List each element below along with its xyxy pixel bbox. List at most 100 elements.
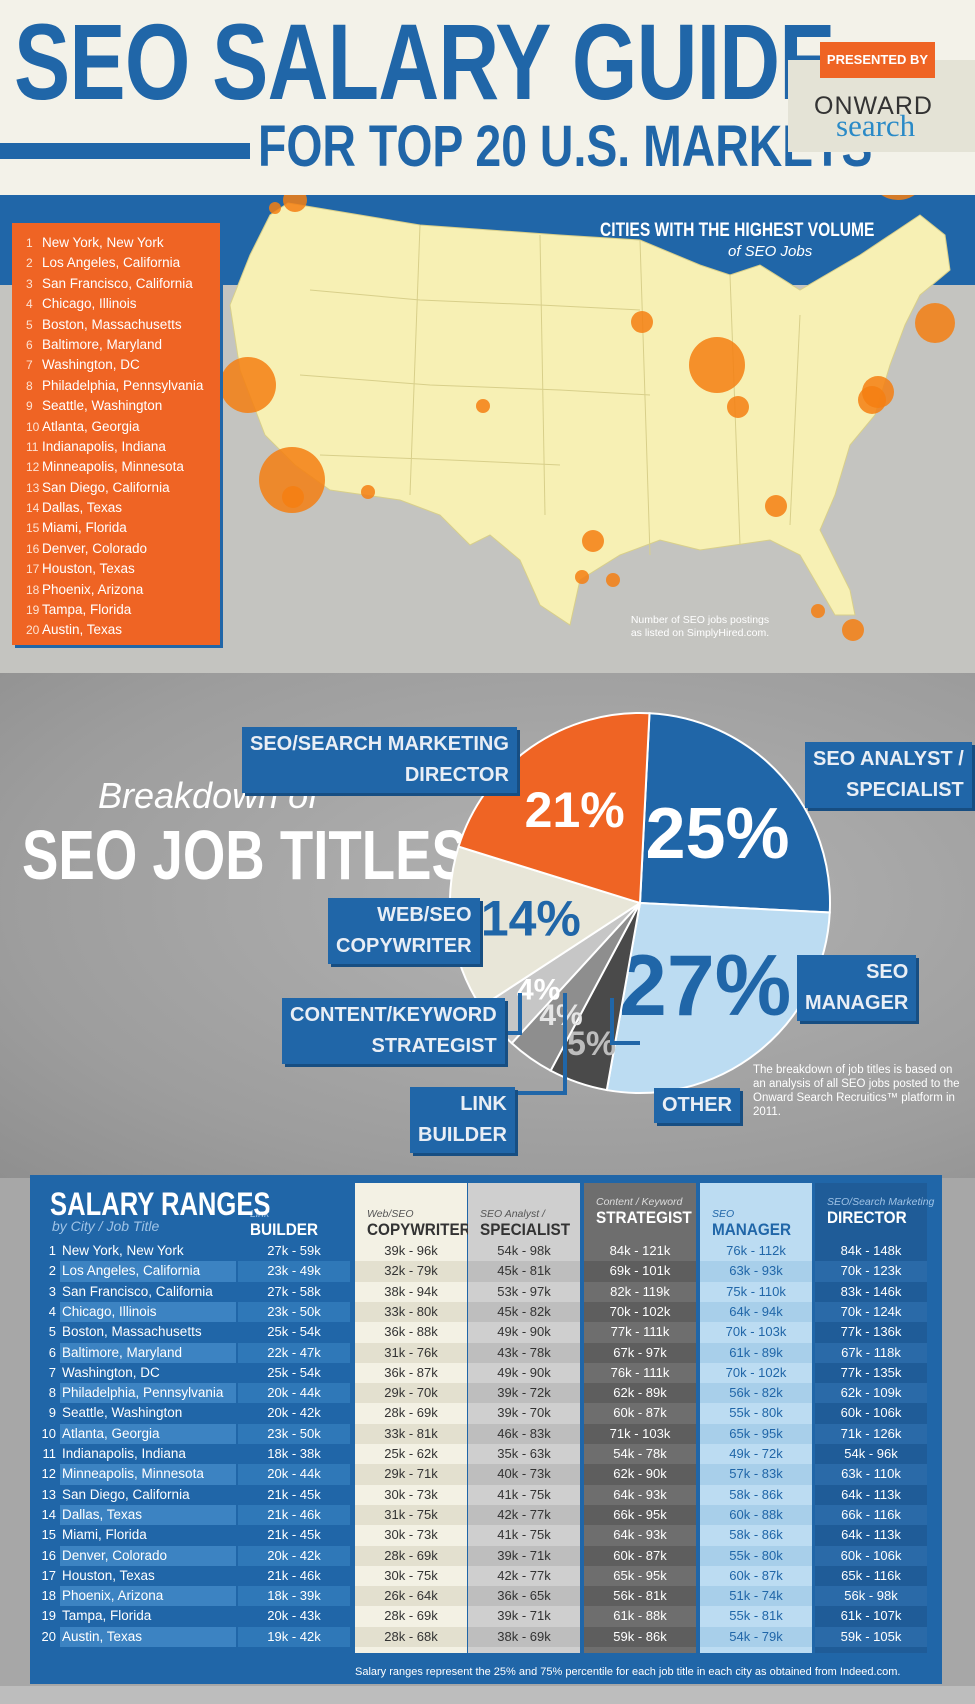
row-rank: 5: [48, 1324, 56, 1340]
city-rank-name: Washington, DC: [42, 357, 140, 373]
city-rank-number: 13: [26, 480, 40, 495]
pie-slice: [605, 901, 831, 1094]
map-state-lines: [299, 224, 801, 556]
salary-cell: 40k - 73k: [468, 1464, 580, 1485]
row-rank: 13: [41, 1486, 56, 1502]
salary-cell: 49k - 90k: [497, 1364, 551, 1380]
pie-slice: [457, 712, 651, 905]
city-bubble: [575, 570, 589, 584]
label-other: OTHER: [654, 1088, 740, 1123]
presented-by-tag: PRESENTED BY: [820, 42, 935, 78]
row-city: Tampa, Florida: [62, 1608, 152, 1624]
city-rank-item: 10 Atlanta, Georgia: [26, 417, 220, 437]
map-source-note: Number of SEO jobs postings as listed on…: [620, 614, 780, 640]
label-strategist-line-1: CONTENT/KEYWORD: [290, 1004, 497, 1026]
label-strategist-line-2: STRATEGIST: [371, 1035, 497, 1057]
row-city: Baltimore, Maryland: [62, 1344, 183, 1360]
city-cell-bg: [60, 1464, 236, 1485]
salary-cell: 66k - 116k: [815, 1504, 927, 1526]
row-city: New York, New York: [62, 1243, 184, 1258]
city-rank-name: Minneapolis, Minnesota: [42, 459, 184, 475]
salary-cell: 62k - 109k: [815, 1383, 927, 1404]
salary-cell: 49k - 72k: [729, 1446, 783, 1461]
row-rank: 3: [48, 1283, 56, 1299]
salary-cell: 29k - 70k: [355, 1383, 467, 1404]
row-city: Boston, Massachusetts: [62, 1324, 202, 1340]
salary-cell: 28k - 69k: [355, 1545, 467, 1566]
salary-cell: 46k - 83k: [468, 1423, 580, 1444]
city-bubble: [858, 386, 886, 414]
city-rank-item: 8 Philadelphia, Pennsylvania: [26, 376, 220, 396]
city-rank-item: 13 San Diego, California: [26, 478, 220, 498]
salary-cell: 42k - 77k: [497, 1567, 551, 1583]
salary-cell: 30k - 75k: [384, 1567, 438, 1583]
salary-cell: 62k - 90k: [584, 1464, 696, 1485]
city-cell-bg: [60, 1301, 236, 1323]
row-city: Phoenix, Arizona: [62, 1588, 164, 1604]
salary-cell: 39k - 70k: [497, 1405, 551, 1421]
city-rank-name: Chicago, Illinois: [42, 296, 137, 312]
row-city: Seattle, Washington: [62, 1405, 183, 1421]
row-rank: 12: [41, 1466, 56, 1482]
row-city: Chicago, Illinois: [62, 1303, 157, 1319]
salary-cell: 60k - 106k: [815, 1545, 927, 1566]
label-manager-line-2: MANAGER: [805, 992, 909, 1014]
salary-cell: 76k - 112k: [726, 1243, 786, 1258]
city-cell-bg: [60, 1504, 236, 1526]
city-rank-item: 18 Phoenix, Arizona: [26, 580, 220, 600]
page-subtitle: FOR TOP 20 U.S. MARKETS: [258, 114, 873, 179]
label-director-line-1: SEO/SEARCH MARKETING: [250, 733, 509, 755]
bottom-bar: [0, 1686, 975, 1704]
pie-value-label: 14%: [481, 891, 581, 947]
city-rank-name: Los Angeles, California: [42, 255, 181, 271]
salary-cell: 30k - 73k: [384, 1486, 438, 1502]
city-bubble: [220, 357, 276, 413]
salary-cell: 58k - 86k: [729, 1527, 783, 1543]
label-director: SEO/SEARCH MARKETING DIRECTOR: [242, 727, 517, 793]
city-cell-bg: [60, 1261, 236, 1282]
us-map-land: [229, 202, 951, 626]
city-rank-name: San Francisco, California: [42, 275, 193, 291]
salary-cell: 61k - 89k: [700, 1342, 812, 1363]
label-analyst-line-1: SEO ANALYST /: [813, 748, 964, 770]
salary-cell: 60k - 87k: [729, 1567, 783, 1583]
salary-cell: 42k - 77k: [468, 1504, 580, 1526]
city-rank-number: 18: [26, 582, 40, 597]
label-other-line-1: OTHER: [662, 1094, 732, 1116]
column-header-big: BUILDER: [250, 1220, 319, 1239]
city-rank-number: 12: [26, 460, 40, 475]
salary-cell: 64k - 113k: [841, 1527, 901, 1543]
row-city: Los Angeles, California: [62, 1263, 201, 1279]
salary-cell: 18k - 38k: [267, 1446, 321, 1461]
row-city: Dallas, Texas: [62, 1506, 143, 1522]
salary-cell: 21k - 46k: [238, 1504, 350, 1526]
city-bubble: [582, 530, 604, 552]
row-city: San Diego, California: [62, 1486, 190, 1502]
salary-cell: 33k - 81k: [355, 1423, 467, 1444]
salary-cell: 41k - 75k: [497, 1527, 551, 1543]
salary-cell: 28k - 69k: [384, 1405, 438, 1421]
salary-cell: 84k - 121k: [609, 1243, 671, 1258]
row-city: Denver, Colorado: [62, 1547, 168, 1563]
city-bubble: [361, 485, 375, 499]
city-rank-number: 14: [26, 501, 40, 516]
salary-cell: 71k - 126k: [815, 1423, 927, 1444]
city-rank-number: 19: [26, 603, 40, 618]
city-rank-name: Boston, Massachusetts: [42, 316, 182, 332]
pie-slice: [638, 712, 831, 914]
city-rank-name: Austin, Texas: [42, 622, 123, 638]
salary-cell: 58k - 86k: [729, 1486, 783, 1502]
salary-cell: 36k - 65k: [468, 1586, 580, 1607]
row-rank: 18: [41, 1588, 56, 1604]
salary-cell: 39k - 71k: [468, 1545, 580, 1566]
salary-cell: 70k - 102k: [584, 1301, 696, 1323]
city-rank-number: 15: [26, 521, 40, 536]
salary-cell: 66k - 95k: [584, 1504, 696, 1526]
city-rank-number: 1: [26, 236, 33, 250]
pie-leader-line: [610, 998, 640, 1045]
row-city: Washington, DC: [62, 1364, 160, 1380]
column-header-big: MANAGER: [712, 1220, 792, 1239]
city-rank-number: 16: [26, 541, 40, 556]
salary-cell: 64k - 94k: [700, 1301, 812, 1323]
city-rank-number: 11: [26, 439, 39, 454]
